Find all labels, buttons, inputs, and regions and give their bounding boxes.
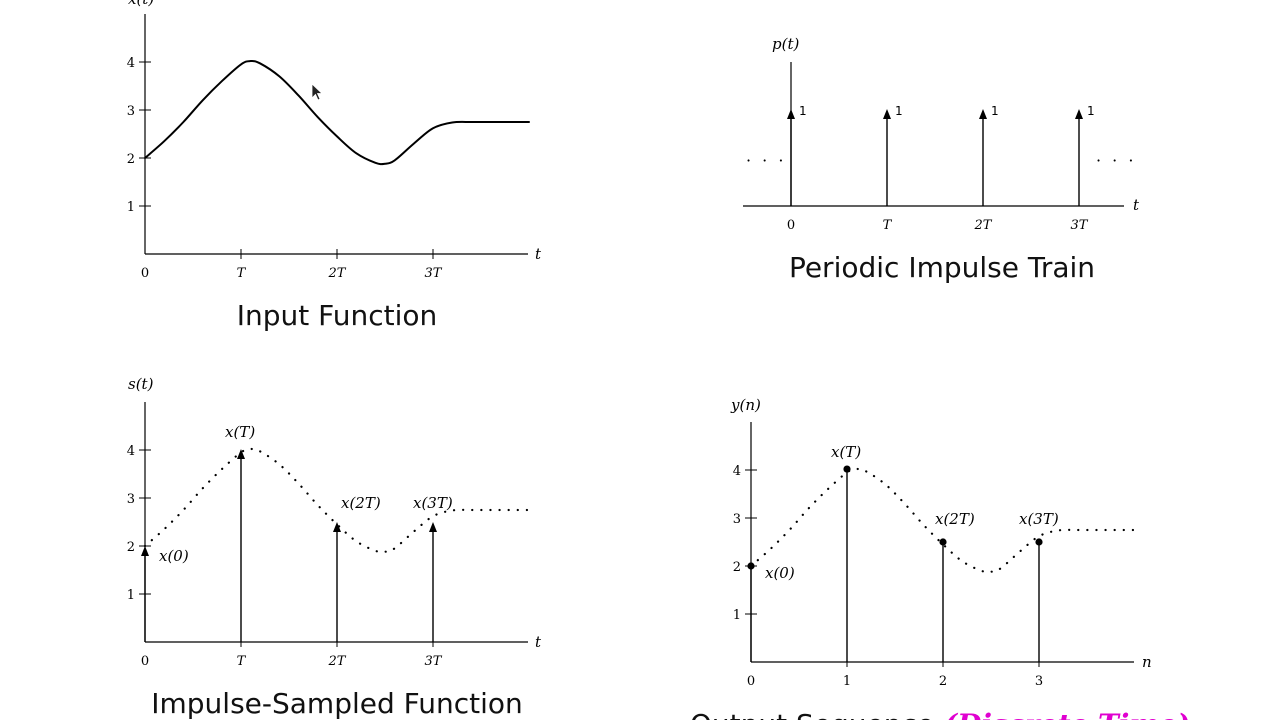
output-sequence-sample-dot — [939, 538, 947, 546]
output-sequence-title: Output Sequence (Discrete Time) — [690, 708, 1190, 720]
impulse-train-ylabel: p(t) — [772, 35, 799, 53]
output-sequence-xtick-label: 3 — [1035, 674, 1043, 689]
impulse-sampled-title: Impulse-Sampled Function — [151, 687, 523, 720]
impulse-sampled-ytick-label: 4 — [127, 444, 135, 459]
impulse-sampled-ylabel: s(t) — [128, 375, 154, 393]
impulse-train-title: Periodic Impulse Train — [789, 251, 1095, 284]
input-function-ytick-label: 3 — [127, 104, 135, 119]
impulse-sampled-sample-label: x(2T) — [341, 494, 381, 512]
output-sequence-xtick-label: 1 — [843, 674, 851, 689]
impulse-sampled-arrow-icon — [141, 546, 149, 556]
output-sequence-sample-dot — [747, 562, 755, 570]
impulse-train-xtick-label: 3T — [1071, 218, 1089, 233]
output-sequence-ytick-label: 2 — [733, 560, 741, 575]
impulse-sampled-ytick-label: 2 — [127, 540, 135, 555]
impulse-arrow-icon — [979, 109, 987, 119]
output-sequence-sample-label: x(2T) — [935, 510, 975, 528]
output-sequence-sample-label: x(T) — [831, 443, 861, 461]
input-function-ytick-label: 4 — [127, 56, 135, 71]
impulse-sampled-panel: s(t) t Impulse-Sampled Function 1 2 3 4 0 T 2T… — [127, 375, 542, 720]
impulse-arrow-icon — [1075, 109, 1083, 119]
input-function-panel: x(t) t Input Function 1 2 3 4 0 T 2T 3T — [127, 0, 542, 332]
output-sequence-ytick-label: 3 — [733, 512, 741, 527]
output-sequence-xlabel: n — [1142, 653, 1152, 671]
output-sequence-ytick-label: 4 — [733, 464, 741, 479]
impulse-arrow-icon — [883, 109, 891, 119]
input-function-xtick-label: 2T — [328, 266, 347, 281]
output-sequence-panel: y(n) n Output Sequence (Discrete Time) 1… — [690, 396, 1190, 720]
impulse-train-xtick-label: 0 — [787, 218, 795, 233]
output-sequence-sample-label: x(3T) — [1019, 510, 1059, 528]
output-sequence-title-emphasis: (Discrete Time) — [934, 708, 1190, 720]
input-function-xtick-label: 3T — [425, 266, 443, 281]
impulse-sampled-sample-label: x(0) — [159, 547, 189, 565]
input-function-xtick-label: 0 — [141, 266, 149, 281]
impulse-sampled-envelope — [143, 447, 531, 554]
output-sequence-sample-dot — [843, 465, 851, 473]
impulse-sampled-xtick-label: T — [237, 654, 247, 669]
output-sequence-sample-label: x(0) — [765, 564, 795, 582]
impulse-sampled-arrow-icon — [333, 522, 341, 532]
impulse-train-xtick-label: 2T — [974, 218, 993, 233]
impulse-arrow-icon — [787, 109, 795, 119]
mouse-cursor-icon — [311, 83, 324, 101]
output-sequence-xtick-label: 2 — [939, 674, 947, 689]
input-function-xlabel: t — [535, 245, 542, 263]
impulse-train-xlabel: t — [1133, 196, 1140, 214]
input-function-xtick-label: T — [237, 266, 247, 281]
output-sequence-xtick-label: 0 — [747, 674, 755, 689]
impulse-weight-label: 1 — [799, 104, 807, 118]
output-sequence-sample-dot — [1035, 538, 1043, 546]
impulse-train-panel: p(t) t · · · · · · Periodic Impulse Trai… — [743, 35, 1140, 284]
impulse-train-xtick-label: T — [883, 218, 893, 233]
impulse-sampled-arrow-icon — [429, 522, 437, 532]
impulse-sampled-sample-label: x(T) — [225, 423, 255, 441]
input-function-ylabel: x(t) — [128, 0, 154, 8]
output-sequence-envelope — [749, 467, 1137, 574]
continuation-dots-left: · · · — [746, 151, 786, 170]
input-function-ytick-label: 1 — [127, 200, 135, 215]
impulse-sampled-xlabel: t — [535, 633, 542, 651]
continuation-dots-right: · · · — [1096, 151, 1136, 170]
impulse-sampled-ytick-label: 3 — [127, 492, 135, 507]
output-sequence-ylabel: y(n) — [730, 396, 761, 414]
impulse-sampled-arrow-icon — [237, 449, 245, 460]
impulse-sampled-sample-label: x(3T) — [413, 494, 453, 512]
impulse-sampled-ytick-label: 1 — [127, 588, 135, 603]
impulse-sampled-xtick-label: 0 — [141, 654, 149, 669]
input-function-ytick-label: 2 — [127, 152, 135, 167]
impulse-sampled-xtick-label: 3T — [425, 654, 443, 669]
impulse-weight-label: 1 — [991, 104, 999, 118]
input-function-title: Input Function — [237, 299, 438, 332]
output-sequence-ytick-label: 1 — [733, 608, 741, 623]
impulse-sampled-xtick-label: 2T — [328, 654, 347, 669]
impulse-weight-label: 1 — [1087, 104, 1095, 118]
input-function-curve — [144, 59, 530, 166]
output-sequence-title-main: Output Sequence — [690, 708, 934, 720]
impulse-weight-label: 1 — [895, 104, 903, 118]
